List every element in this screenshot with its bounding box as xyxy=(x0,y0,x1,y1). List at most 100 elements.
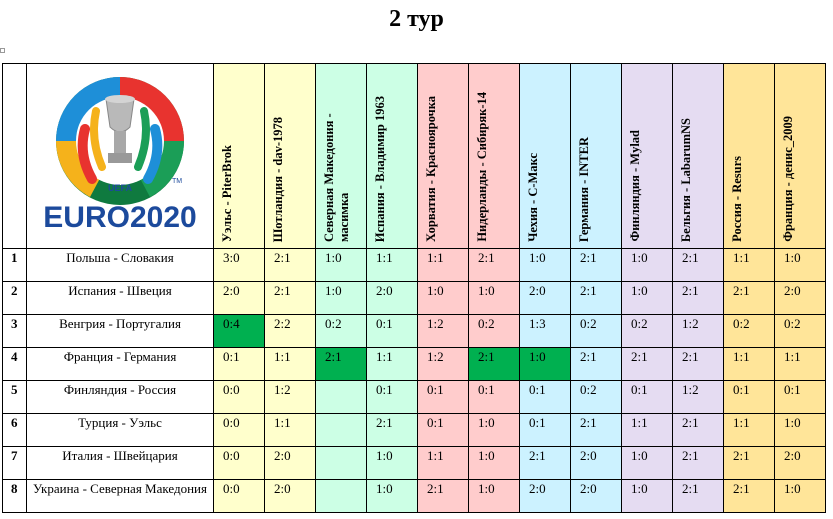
score-cell: 1:2 xyxy=(417,347,469,381)
score-cell: 2:0 xyxy=(570,446,622,480)
participant-name: Россия - Resurs xyxy=(730,156,744,242)
score-cell: 1:2 xyxy=(417,314,469,348)
participant-header: Северная Македония - масимка xyxy=(315,63,367,249)
page-title: 2 тур xyxy=(389,6,444,32)
header-row: UEFA TM EURO2020 Уэльс - PiterBrok Шотлан… xyxy=(2,63,826,249)
score-cell: 2:0 xyxy=(213,281,265,315)
table-row: 3 Венгрия - Португалия 0:4 2:2 0:2 0:1 1:2 0:2 1… xyxy=(2,314,826,348)
row-number: 6 xyxy=(2,413,27,447)
table-row: 8 Украина - Северная Македония 0:0 2:0 1:0 2:… xyxy=(2,479,826,513)
score-cell: 1:0 xyxy=(468,281,520,315)
table-row: 7 Италия - Швейцария 0:0 2:0 1:0 1:1 1:0 2:1 2:0… xyxy=(2,446,826,480)
match-name: Турция - Уэльс xyxy=(26,413,214,447)
score-cell: 0:2 xyxy=(570,314,622,348)
participant-header: Испания - Владимир 1963 xyxy=(366,63,418,249)
score-cell: 2:0 xyxy=(264,446,316,480)
score-cell: 1:0 xyxy=(468,479,520,513)
score-cell: 1:0 xyxy=(621,281,673,315)
score-cell: 1:1 xyxy=(723,347,775,381)
match-name: Италия - Швейцария xyxy=(26,446,214,480)
participant-header: Уэльс - PiterBrok xyxy=(213,63,265,249)
score-cell: 1:1 xyxy=(417,248,469,282)
participant-header: Чехия - С-Макс xyxy=(519,63,571,249)
score-cell: 0:2 xyxy=(621,314,673,348)
score-cell: 2:1 xyxy=(468,248,520,282)
participant-name: Финляндия - Mylad xyxy=(628,130,642,242)
score-cell: 1:1 xyxy=(723,248,775,282)
score-cell: 2:1 xyxy=(672,446,724,480)
score-cell: 2:1 xyxy=(570,248,622,282)
score-cell: 2:1 xyxy=(417,479,469,513)
score-cell: 0:0 xyxy=(213,446,265,480)
score-cell: 0:1 xyxy=(366,380,418,414)
score-cell: 1:0 xyxy=(774,479,826,513)
table-row: 4 Франция - Германия 0:1 1:1 2:1 1:1 1:2 2:1 1:0… xyxy=(2,347,826,381)
participant-header: Бельгия - LabarumNS xyxy=(672,63,724,249)
score-cell: 2:1 xyxy=(570,281,622,315)
score-cell: 1:0 xyxy=(621,446,673,480)
score-cell: 2:1 xyxy=(723,281,775,315)
score-cell xyxy=(315,479,367,513)
score-cell: 0:0 xyxy=(213,413,265,447)
score-cell: 1:2 xyxy=(672,314,724,348)
score-cell: 2:0 xyxy=(519,281,571,315)
row-number: 2 xyxy=(2,281,27,315)
participant-name: Испания - Владимир 1963 xyxy=(373,95,387,242)
score-cell: 1:1 xyxy=(723,413,775,447)
score-cell: 2:1 xyxy=(264,248,316,282)
score-cell: 1:0 xyxy=(315,248,367,282)
row-number: 7 xyxy=(2,446,27,480)
score-cell: 0:2 xyxy=(723,314,775,348)
score-cell: 2:0 xyxy=(366,281,418,315)
participant-header: Финляндия - Mylad xyxy=(621,63,673,249)
score-cell: 2:1 xyxy=(672,347,724,381)
score-cell: 0:2 xyxy=(570,380,622,414)
score-cell: 1:3 xyxy=(519,314,571,348)
score-cell: 1:0 xyxy=(315,281,367,315)
score-cell: 1:0 xyxy=(621,248,673,282)
score-cell xyxy=(315,446,367,480)
score-cell: 3:0 xyxy=(213,248,265,282)
match-name: Венгрия - Португалия xyxy=(26,314,214,348)
score-cell: 2:1 xyxy=(723,446,775,480)
score-cell: 0:2 xyxy=(468,314,520,348)
trademark-mark: TM xyxy=(172,178,182,185)
score-cell: 1:2 xyxy=(672,380,724,414)
score-cell: 2:0 xyxy=(264,479,316,513)
table-row: 5 Финляндия - Россия 0:0 1:2 0:1 0:1 0:1 0:1 0:2… xyxy=(2,380,826,414)
euro2020-logo-cell: UEFA TM EURO2020 xyxy=(26,63,214,249)
score-cell: 0:1 xyxy=(417,413,469,447)
row-number: 5 xyxy=(2,380,27,414)
predictions-table: UEFA TM EURO2020 Уэльс - PiterBrok Шотлан… xyxy=(2,63,826,513)
score-cell: 2:1 xyxy=(672,248,724,282)
score-cell: 1:1 xyxy=(264,347,316,381)
euro2020-wordmark: EURO2020 xyxy=(43,201,196,234)
participant-header: Шотландия - dav-1978 xyxy=(264,63,316,249)
score-cell: 0:1 xyxy=(213,347,265,381)
score-cell: 0:1 xyxy=(366,314,418,348)
score-cell: 2:1 xyxy=(468,347,520,381)
score-cell: 2:1 xyxy=(519,446,571,480)
row-number: 4 xyxy=(2,347,27,381)
table-row: 1 Польша - Словакия 3:0 2:1 1:0 1:1 1:1 2:1 1:0 2… xyxy=(2,248,826,282)
score-cell xyxy=(315,413,367,447)
score-cell: 1:0 xyxy=(519,347,571,381)
predictions-body: 1 Польша - Словакия 3:0 2:1 1:0 1:1 1:1 2:1 1:0 2… xyxy=(2,248,826,513)
match-name: Франция - Германия xyxy=(26,347,214,381)
participant-name: Северная Македония - масимка xyxy=(322,113,351,242)
participant-name: Франция - денис_2009 xyxy=(781,116,795,242)
score-cell: 2:1 xyxy=(672,281,724,315)
match-name: Украина - Северная Македония xyxy=(26,479,214,513)
participant-header: Нидерланды - Сибиряк-14 xyxy=(468,63,520,249)
match-name: Польша - Словакия xyxy=(26,248,214,282)
score-cell: 0:2 xyxy=(315,314,367,348)
score-cell: 2:1 xyxy=(723,479,775,513)
score-cell: 1:1 xyxy=(417,446,469,480)
score-cell: 0:1 xyxy=(519,380,571,414)
score-cell: 0:0 xyxy=(213,380,265,414)
euro2020-logo: UEFA TM EURO2020 xyxy=(43,77,197,234)
score-cell: 0:1 xyxy=(519,413,571,447)
score-cell: 1:1 xyxy=(366,347,418,381)
participant-name: Хорватия - Красноярочка xyxy=(424,95,438,242)
score-cell: 0:2 xyxy=(774,314,826,348)
